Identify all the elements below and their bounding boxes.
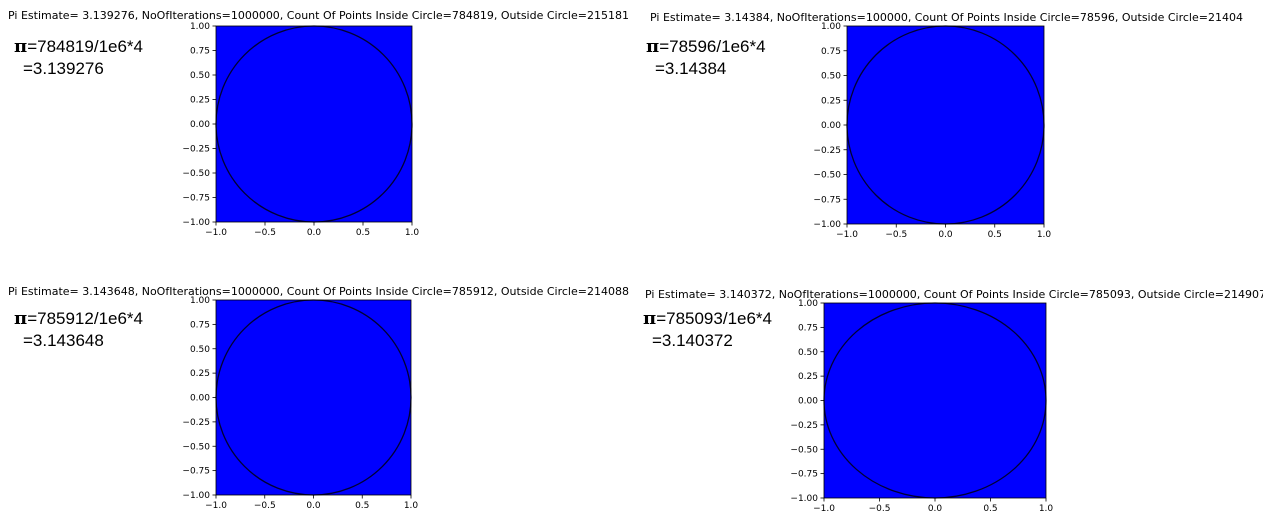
- y-tick-label: 0.25: [190, 369, 210, 379]
- pi-symbol: π: [646, 36, 660, 57]
- y-tick-label: 0.25: [821, 96, 841, 106]
- y-tick-label: 1.00: [190, 22, 210, 32]
- x-tick-label: −1.0: [205, 501, 227, 511]
- pi-symbol: π: [14, 308, 28, 329]
- x-tick-label: 0.5: [988, 230, 1002, 240]
- formula-result: =3.139276: [23, 59, 104, 78]
- chart-title: Pi Estimate= 3.139276, NoOfIterations=10…: [8, 9, 629, 22]
- y-tick-label: −0.75: [813, 195, 841, 205]
- y-tick-label: −0.75: [790, 470, 818, 480]
- y-tick-label: −0.25: [182, 145, 210, 155]
- formula-expression: =78596/1e6*4: [659, 37, 766, 56]
- y-tick-label: 0.75: [190, 47, 210, 57]
- pi-formula: π=785093/1e6*4 =3.140372: [643, 308, 772, 352]
- y-tick-label: 0.50: [190, 345, 210, 355]
- y-tick-label: 0.00: [798, 397, 818, 407]
- y-tick-label: −0.25: [182, 418, 210, 428]
- x-tick-label: 0.0: [928, 504, 943, 514]
- points-area: [824, 303, 1046, 498]
- chart-title: Pi Estimate= 3.14384, NoOfIterations=100…: [650, 11, 1243, 24]
- y-tick-label: −0.50: [182, 442, 210, 452]
- x-tick-label: −1.0: [836, 230, 858, 240]
- x-tick-label: 1.0: [404, 501, 419, 511]
- formula-result: =3.14384: [655, 59, 727, 78]
- points-area: [847, 26, 1044, 224]
- x-tick-label: −0.5: [254, 228, 276, 238]
- y-tick-label: 0.75: [798, 323, 818, 333]
- scatter-plot: −1.0 −0.5 0.0 0.5 1.0 1.00 0.75 0.50 0.25 0.00 −0.…: [790, 299, 1054, 514]
- y-tick-label: 1.00: [190, 296, 210, 306]
- y-tick-label: −1.00: [813, 220, 841, 230]
- pi-formula: π=785912/1e6*4 =3.143648: [14, 308, 143, 352]
- x-tick-label: 0.5: [355, 501, 369, 511]
- points-area: [216, 300, 411, 495]
- y-tick-label: −0.75: [182, 467, 210, 477]
- y-tick-label: 0.25: [190, 96, 210, 106]
- y-tick-label: 0.25: [798, 372, 818, 382]
- x-tick-label: 1.0: [1039, 504, 1054, 514]
- points-area: [216, 26, 412, 222]
- x-tick-label: −0.5: [254, 501, 276, 511]
- scatter-plot: −1.0 −0.5 0.0 0.5 1.0 1.00 0.75 0.50 0.25 0.00 −0.…: [813, 22, 1052, 240]
- scatter-plot: −1.0 −0.5 0.0 0.5 1.0 1.00 0.75 0.50 0.25 0.00 −0.…: [182, 22, 420, 238]
- y-tick-label: −0.25: [790, 421, 818, 431]
- y-tick-label: −1.00: [182, 218, 210, 228]
- y-tick-label: 0.00: [821, 121, 841, 131]
- y-tick-label: −0.25: [813, 146, 841, 156]
- y-tick-label: −0.50: [790, 445, 818, 455]
- y-tick-label: 0.50: [821, 72, 841, 82]
- y-tick-label: 0.00: [190, 394, 210, 404]
- y-tick-label: −0.50: [182, 169, 210, 179]
- y-tick-label: 0.50: [798, 348, 818, 358]
- y-tick-label: 0.00: [190, 120, 210, 130]
- y-tick-label: 0.50: [190, 71, 210, 81]
- pi-formula: π=784819/1e6*4 =3.139276: [14, 36, 143, 80]
- scatter-plot: −1.0 −0.5 0.0 0.5 1.0 1.00 0.75 0.50 0.25 0.00 −0.…: [182, 296, 419, 511]
- formula-expression: =785912/1e6*4: [27, 309, 143, 328]
- y-tick-label: −1.00: [182, 491, 210, 501]
- chart-title: Pi Estimate= 3.140372, NoOfIterations=10…: [645, 288, 1263, 301]
- x-tick-label: −0.5: [885, 230, 907, 240]
- y-tick-label: 0.75: [821, 47, 841, 57]
- y-tick-label: 0.75: [190, 320, 210, 330]
- y-tick-label: 1.00: [798, 299, 818, 309]
- formula-result: =3.143648: [23, 331, 104, 350]
- pi-symbol: π: [643, 308, 657, 329]
- y-tick-label: −0.75: [182, 194, 210, 204]
- x-tick-label: 0.0: [306, 501, 321, 511]
- x-tick-label: 1.0: [1037, 230, 1052, 240]
- pi-formula: π=78596/1e6*4 =3.14384: [646, 36, 766, 80]
- pi-symbol: π: [14, 36, 28, 57]
- x-tick-label: 0.0: [938, 230, 953, 240]
- y-tick-label: −1.00: [790, 494, 818, 504]
- formula-result: =3.140372: [652, 331, 733, 350]
- x-tick-label: −1.0: [813, 504, 835, 514]
- x-tick-label: −1.0: [205, 228, 227, 238]
- x-tick-label: −0.5: [869, 504, 891, 514]
- y-tick-label: 1.00: [821, 22, 841, 32]
- x-tick-label: 0.5: [356, 228, 370, 238]
- x-tick-label: 1.0: [405, 228, 420, 238]
- y-tick-label: −0.50: [813, 171, 841, 181]
- formula-expression: =784819/1e6*4: [27, 37, 143, 56]
- x-tick-label: 0.0: [307, 228, 322, 238]
- formula-expression: =785093/1e6*4: [656, 309, 772, 328]
- x-tick-label: 0.5: [983, 504, 997, 514]
- chart-title: Pi Estimate= 3.143648, NoOfIterations=10…: [8, 285, 629, 298]
